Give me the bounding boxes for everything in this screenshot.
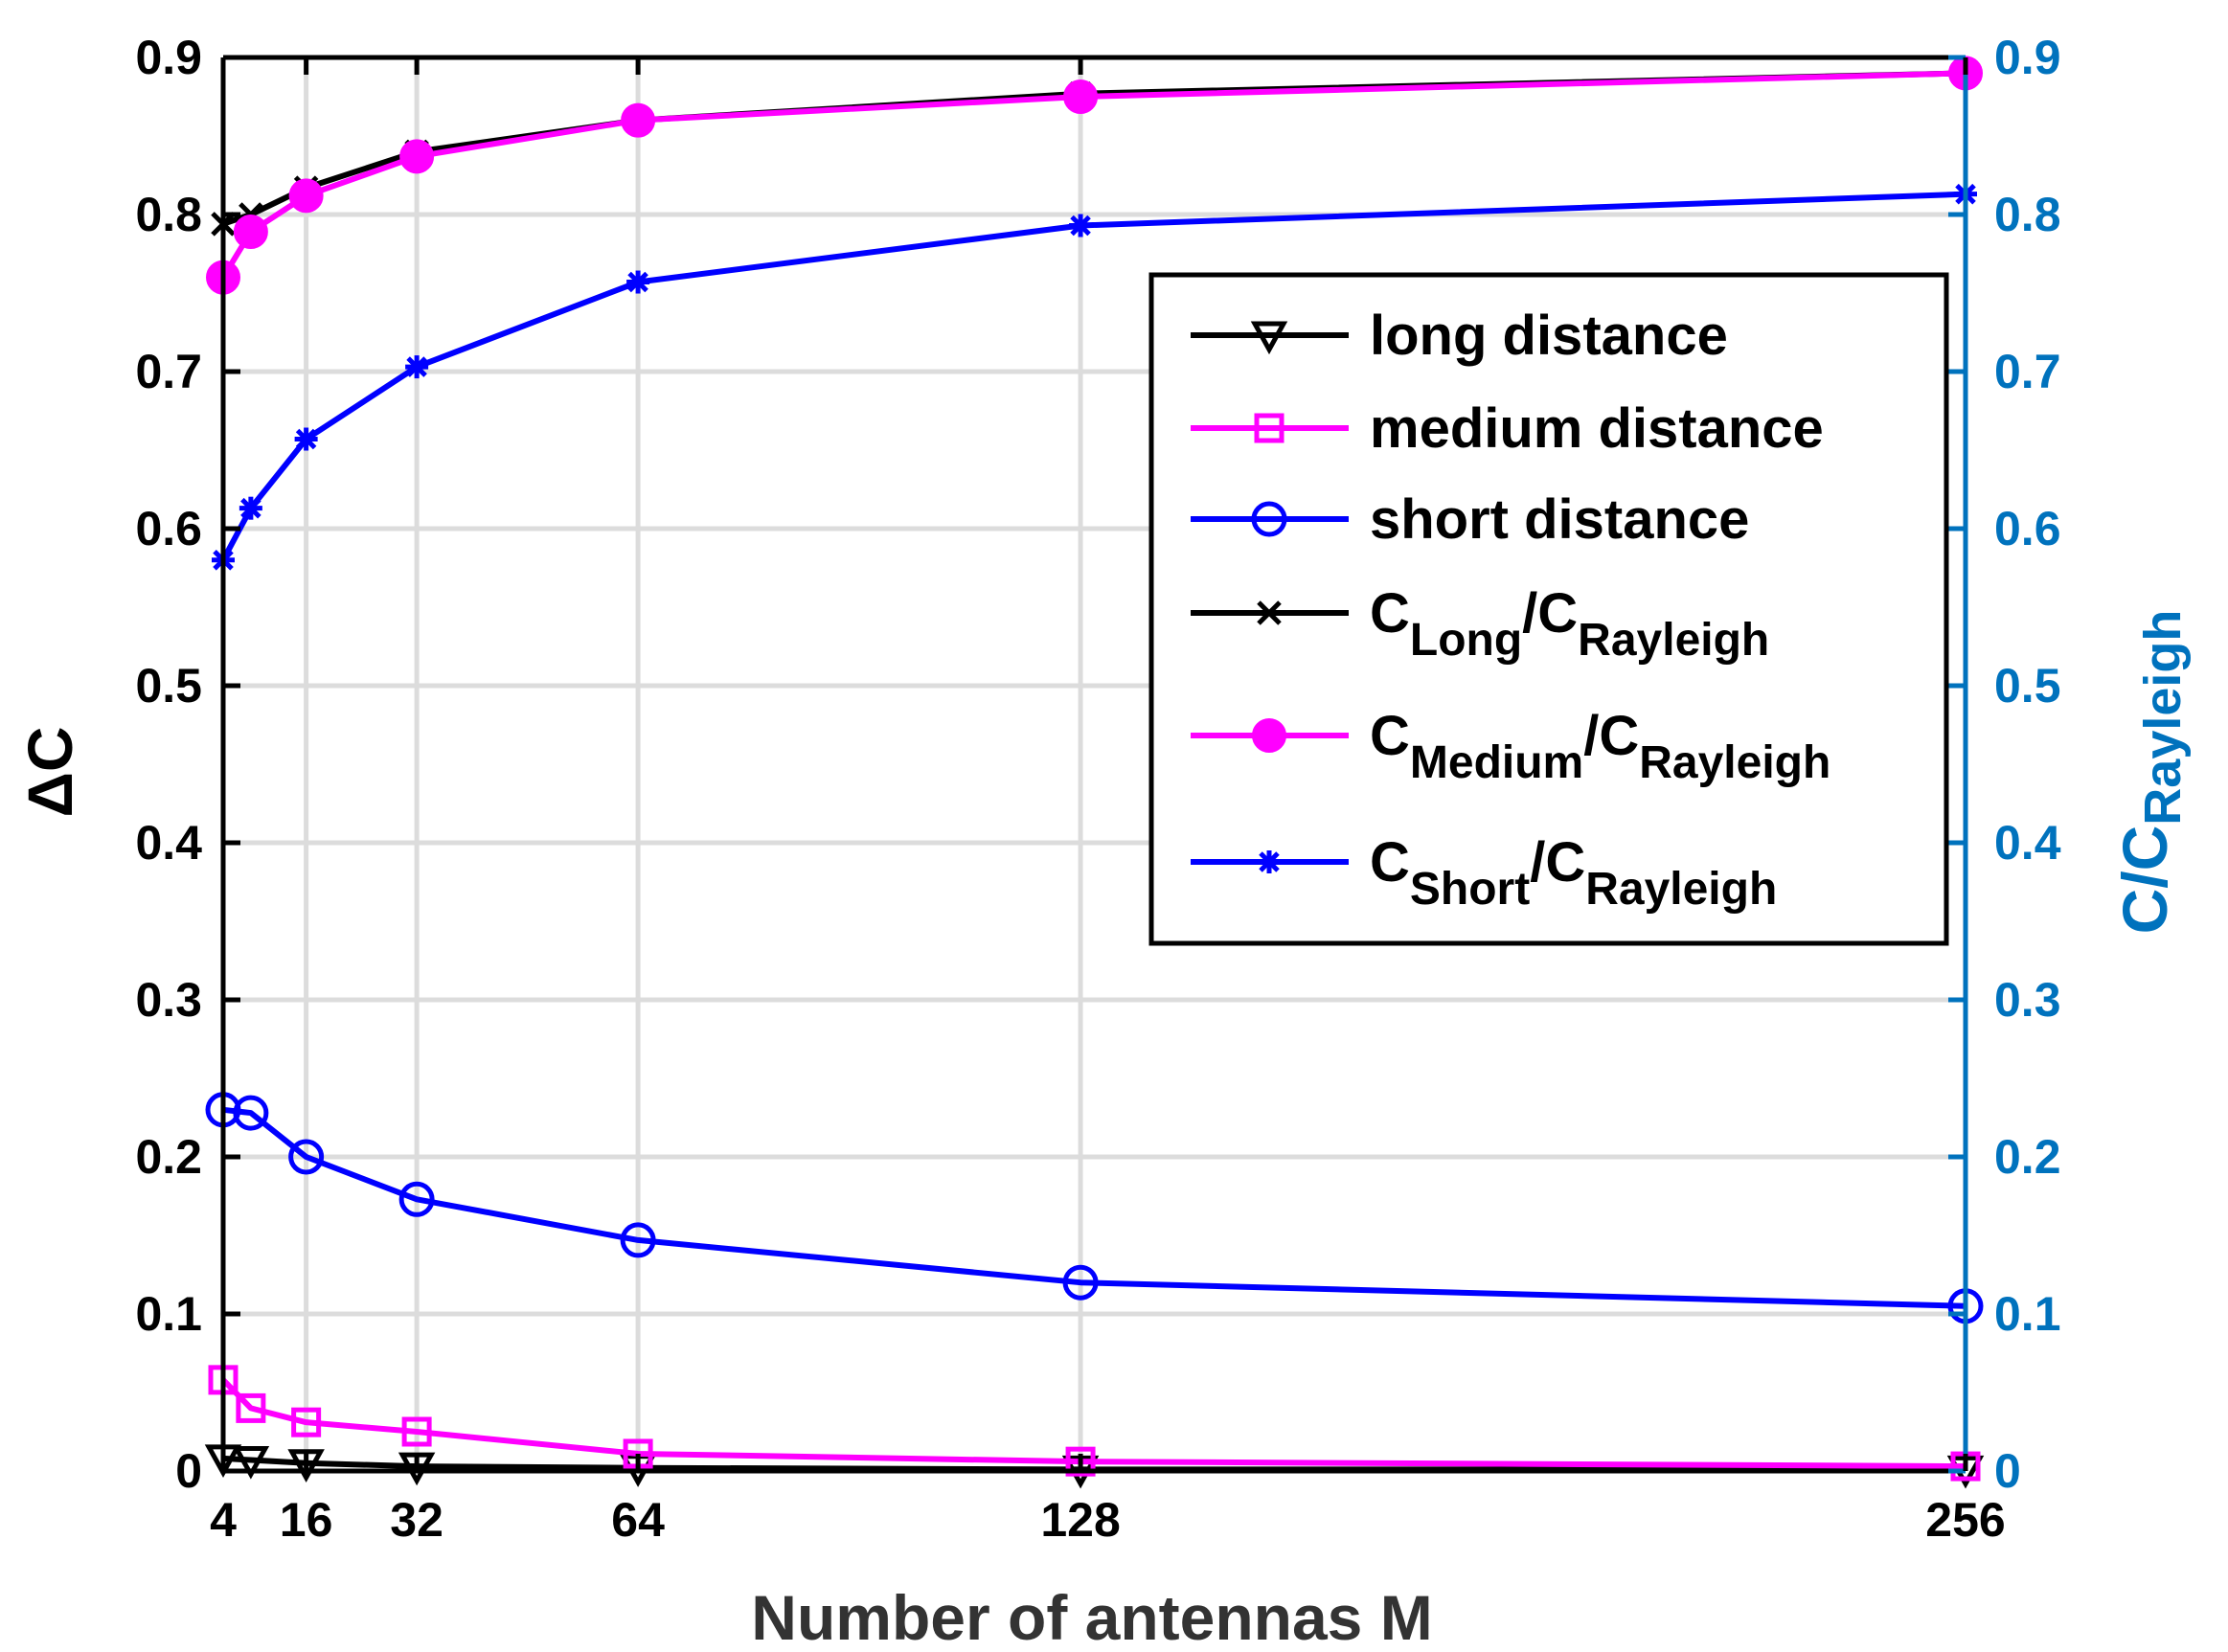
legend-marker bbox=[1258, 850, 1281, 873]
data-point bbox=[239, 496, 262, 520]
legend-marker bbox=[1254, 413, 1285, 443]
legend-entry: CShort/CRayleigh bbox=[1191, 831, 1777, 915]
legend-label: medium distance bbox=[1370, 397, 1824, 460]
legend-marker bbox=[1250, 321, 1288, 355]
y-tick-label-right: 0.7 bbox=[1994, 345, 2061, 398]
legend-label: CShort/CRayleigh bbox=[1370, 831, 1777, 915]
legend-entry: CLong/CRayleigh bbox=[1191, 582, 1769, 666]
data-point bbox=[1062, 1264, 1099, 1301]
y-tick-label-right: 0.1 bbox=[1994, 1287, 2061, 1341]
data-point bbox=[621, 102, 656, 138]
plot-area bbox=[204, 56, 1985, 1489]
x-tick-label: 128 bbox=[1040, 1493, 1120, 1547]
y-tick-label-left: 0.5 bbox=[135, 659, 202, 713]
legend-marker-stroke bbox=[1257, 600, 1282, 625]
legend: long distance medium distance short distan… bbox=[1148, 272, 1949, 946]
ticks: 0 0 0.1 0.1 0.2 0.2 0.3 0.3 0.4 0.4 0.5 0.5 0.6 0.6 0.… bbox=[135, 31, 2060, 1547]
legend-entry: medium distance bbox=[1191, 397, 1824, 460]
data-point bbox=[399, 139, 435, 174]
data-point-stroke bbox=[1070, 215, 1091, 237]
data-point bbox=[287, 1449, 325, 1482]
y-tick-label-right: 0.5 bbox=[1994, 659, 2061, 713]
data-point bbox=[236, 1392, 266, 1423]
legend-text-part: /C bbox=[1583, 705, 1639, 767]
y-tick-label-left: 0.8 bbox=[135, 188, 202, 241]
y-tick-label-right: 0.4 bbox=[1994, 816, 2061, 870]
legend-label: CMedium/CRayleigh bbox=[1370, 705, 1830, 788]
data-point-stroke bbox=[406, 356, 427, 377]
data-point-stroke bbox=[627, 271, 648, 293]
y-tick-label-left: 0 bbox=[175, 1444, 202, 1498]
legend-label: CLong/CRayleigh bbox=[1370, 582, 1769, 666]
data-point bbox=[291, 1407, 322, 1437]
legend-subscript: Short bbox=[1410, 864, 1530, 915]
legend-subscript: Long bbox=[1410, 615, 1522, 666]
y-tick-label-left: 0.9 bbox=[135, 31, 202, 84]
legend-label: short distance bbox=[1370, 488, 1749, 551]
y-tick-label-right: 0 bbox=[1994, 1444, 2021, 1498]
legend-box bbox=[1148, 272, 1949, 946]
legend-text-part: /C bbox=[1530, 831, 1585, 894]
data-point bbox=[405, 355, 429, 379]
legend-entry: CMedium/CRayleigh bbox=[1191, 705, 1830, 788]
data-point bbox=[232, 1446, 270, 1480]
y-tick-label-right: 0.6 bbox=[1994, 502, 2061, 555]
data-point bbox=[401, 1416, 432, 1447]
legend-marker bbox=[1257, 600, 1282, 625]
series-2 bbox=[205, 1092, 1984, 1324]
data-point bbox=[1069, 214, 1093, 238]
y-axis-title-left: ΔC bbox=[14, 726, 85, 817]
data-point bbox=[233, 215, 268, 250]
legend-marker-stroke bbox=[1259, 851, 1280, 872]
legend-text-part: C bbox=[1370, 582, 1410, 645]
data-point bbox=[620, 1222, 656, 1258]
axes bbox=[220, 55, 1968, 1474]
legend-marker bbox=[1251, 501, 1287, 537]
data-point bbox=[294, 427, 318, 451]
data-point bbox=[288, 178, 324, 214]
legend-label: long distance bbox=[1370, 305, 1728, 367]
x-tick-label: 256 bbox=[1925, 1493, 2005, 1547]
y-tick-label-right: 0.3 bbox=[1994, 973, 2061, 1027]
y-tick-label-left: 0.7 bbox=[135, 345, 202, 398]
legend-marker bbox=[1252, 718, 1286, 753]
legend-entry: long distance bbox=[1191, 305, 1728, 367]
legend-text-part: C bbox=[1370, 831, 1410, 894]
y-tick-label-left: 0.2 bbox=[135, 1130, 202, 1184]
data-point bbox=[398, 1181, 435, 1217]
legend-entry: short distance bbox=[1191, 488, 1749, 551]
x-axis-title: Number of antennas M bbox=[751, 1582, 1432, 1652]
x-tick-label: 32 bbox=[390, 1493, 443, 1547]
data-point bbox=[233, 1095, 269, 1131]
legend-subscript: Rayleigh bbox=[1639, 737, 1830, 788]
legend-text-part: /C bbox=[1522, 582, 1578, 645]
data-point bbox=[1063, 79, 1099, 114]
y-tick-label-left: 0.6 bbox=[135, 502, 202, 555]
y-tick-label-right: 0.2 bbox=[1994, 1130, 2061, 1184]
y-tick-label-left: 0.4 bbox=[135, 816, 202, 870]
series-line bbox=[222, 1106, 1967, 1309]
y-tick-label-left: 0.3 bbox=[135, 973, 202, 1027]
y-tick-label-right: 0.9 bbox=[1994, 31, 2061, 84]
data-point bbox=[288, 1139, 325, 1175]
y-tick-label-left: 0.1 bbox=[135, 1287, 202, 1341]
data-point-stroke bbox=[295, 428, 317, 450]
legend-subscript: Rayleigh bbox=[1578, 615, 1769, 666]
legend-subscript: Rayleigh bbox=[1585, 864, 1777, 915]
x-tick-label: 4 bbox=[210, 1493, 237, 1547]
y-axis-title-right: C/CRayleigh bbox=[2109, 610, 2192, 935]
data-point bbox=[626, 270, 650, 294]
legend-text-part: C bbox=[1370, 705, 1410, 767]
x-tick-label: 64 bbox=[611, 1493, 665, 1547]
y-tick-label-right: 0.8 bbox=[1994, 188, 2061, 241]
data-point-stroke bbox=[240, 497, 261, 519]
legend-subscript: Medium bbox=[1410, 737, 1583, 788]
series-4 bbox=[206, 56, 1983, 295]
x-tick-label: 16 bbox=[280, 1493, 333, 1547]
data-point bbox=[1065, 1446, 1096, 1477]
